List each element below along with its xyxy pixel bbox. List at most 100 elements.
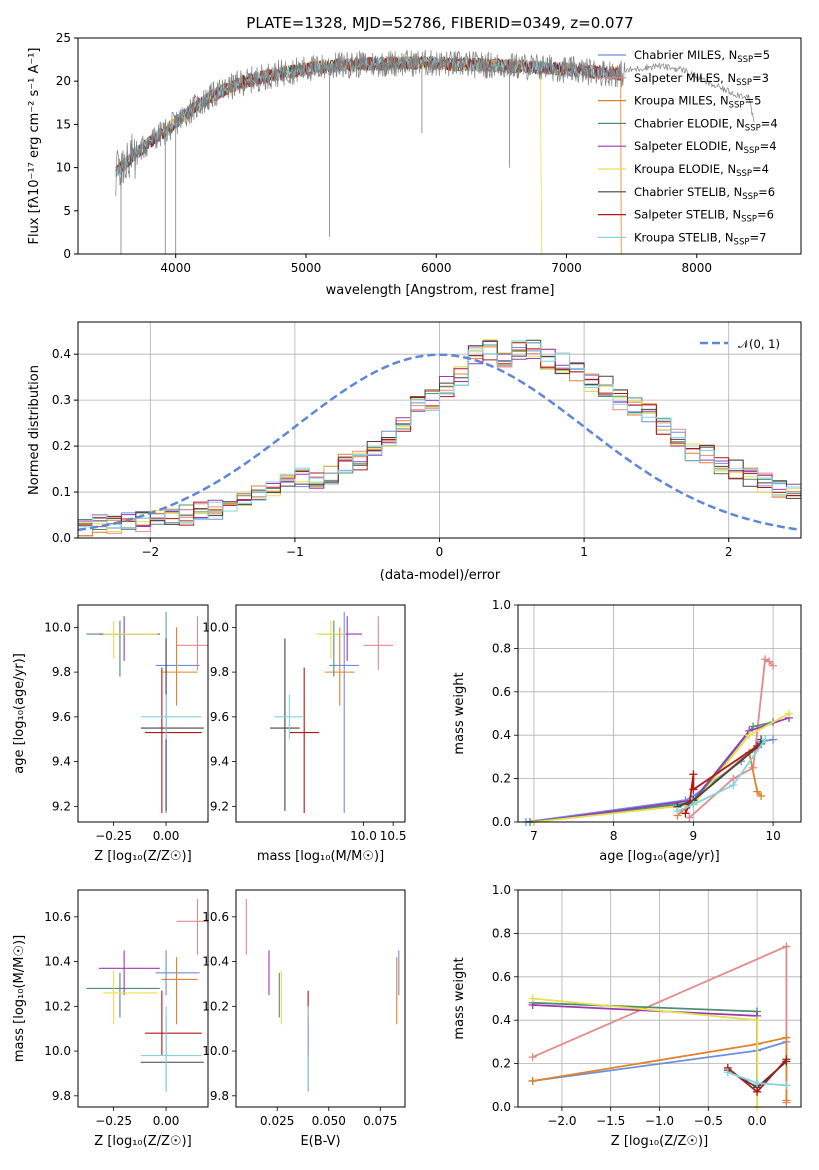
legend-entry: Chabrier ELODIE, NSSP=4 <box>634 116 778 133</box>
x-tick-label: 6000 <box>421 261 452 275</box>
z-vs-mass-panel: −0.25 0.00 9.8 10.0 10.2 10.4 10.6 Z [log₁₀(Z/Z… <box>12 889 209 1149</box>
mass-weight-marker <box>753 1079 762 1088</box>
x-tick-label: −2.0 <box>547 1114 576 1128</box>
x-tick-label: 4000 <box>160 261 191 275</box>
y-tick-label: 0.3 <box>52 393 71 407</box>
x-tick-label: 1 <box>580 545 588 559</box>
mass-weight-marker <box>689 800 698 809</box>
x-tick-label: −1.5 <box>596 1114 625 1128</box>
legend-entry: Salpeter STELIB, NSSP=6 <box>634 208 774 225</box>
mass-weight-line <box>532 1036 788 1101</box>
residual-histogram-step <box>78 339 801 530</box>
mass-weight-marker <box>723 1068 732 1077</box>
x-tick-label: 0.0 <box>748 1114 767 1128</box>
x-tick-label: 10.5 <box>380 829 407 843</box>
mass-weight-marker <box>729 781 738 790</box>
x-tick-label: 0 <box>436 545 444 559</box>
normal-reference-curve <box>77 353 802 532</box>
y-tick-label: 10.0 <box>44 1044 71 1058</box>
x-tick-label: 8000 <box>682 261 713 275</box>
x-tick-label: 7 <box>530 829 538 843</box>
y-tick-label: 0.8 <box>492 926 511 940</box>
legend-entry: Salpeter MILES, NSSP=3 <box>634 71 769 88</box>
legend-entry: Chabrier STELIB, NSSP=6 <box>634 185 775 202</box>
x-tick-label: 0.050 <box>312 1114 346 1128</box>
histogram-xlabel: (data-model)/error <box>380 568 501 583</box>
y-tick-label: 9.8 <box>210 665 229 679</box>
mass-weight-marker <box>685 813 694 822</box>
spectrum-legend: Chabrier MILES, NSSP=5 Salpeter MILES, NS… <box>598 48 778 247</box>
mass-weight-marker <box>782 1033 791 1042</box>
axes-frame <box>77 889 209 1108</box>
y-tick-label: 10.2 <box>44 999 71 1013</box>
x-tick-label: 10 <box>765 829 780 843</box>
y-tick-label: 0.0 <box>492 815 511 829</box>
y-tick-label: 0.0 <box>492 1100 511 1114</box>
mass-weight-marker <box>782 942 791 951</box>
x-axis-label: Z [log₁₀(Z/Z☉)] <box>94 849 191 864</box>
mass-weight-marker <box>757 791 766 800</box>
axes-frame <box>235 604 406 823</box>
y-tick-label: 9.8 <box>210 1089 229 1103</box>
observed-spectrum-line <box>115 49 755 197</box>
z-vs-age-panel: −0.25 0.00 9.2 9.4 9.6 9.8 10.0 Z [log₁₀(Z/Z☉)]… <box>12 604 209 864</box>
mass-weight-marker <box>769 661 778 670</box>
y-tick-label: 0.8 <box>492 641 511 655</box>
y-tick-label: 15 <box>56 117 71 131</box>
y-tick-label: 9.8 <box>52 1089 71 1103</box>
y-tick-label: 10.4 <box>44 955 71 969</box>
x-tick-label: −0.25 <box>95 829 132 843</box>
mass-weight-marker <box>745 731 754 740</box>
y-axis-label: mass [log₁₀(M/M☉)] <box>12 935 27 1062</box>
y-tick-label: 0.2 <box>492 772 511 786</box>
y-tick-label: 9.4 <box>52 755 71 769</box>
mass-weight-marker <box>681 809 690 818</box>
spectrum-title: PLATE=1328, MJD=52786, FIBERID=0349, z=0… <box>246 14 633 32</box>
y-tick-label: 0.0 <box>52 531 71 545</box>
x-axis-label: mass [log₁₀(M/M☉)] <box>257 849 384 864</box>
mass-weight-marker <box>782 1081 791 1090</box>
residual-histogram-panel: −2 −1 0 1 2 0.0 0.1 0.2 0.3 0.4 (data-model)/erro… <box>27 321 802 583</box>
x-tick-label: −0.5 <box>694 1114 723 1128</box>
y-tick-label: 9.4 <box>210 755 229 769</box>
histogram-ylabel: Normed distribution <box>27 365 42 495</box>
y-axis-label: mass weight <box>452 957 467 1039</box>
y-tick-label: 10.2 <box>202 999 229 1013</box>
y-tick-label: 9.6 <box>210 710 229 724</box>
residual-histogram-step <box>78 340 801 529</box>
y-tick-label: 10.4 <box>202 955 229 969</box>
y-axis-label: age [log₁₀(age/yr)] <box>12 653 27 774</box>
y-tick-label: 10.6 <box>44 910 71 924</box>
y-tick-label: 9.8 <box>52 665 71 679</box>
y-tick-label: 0.2 <box>52 439 71 453</box>
histogram-legend-label: 𝒩(0, 1) <box>738 337 780 351</box>
x-tick-label: 0.00 <box>153 1114 180 1128</box>
legend-entry: Salpeter ELODIE, NSSP=4 <box>634 139 777 156</box>
mass-weight-marker <box>673 807 682 816</box>
mass-weight-marker <box>761 735 770 744</box>
y-tick-label: 1.0 <box>492 883 511 897</box>
y-tick-label: 5 <box>63 204 71 218</box>
y-tick-label: 10 <box>56 161 71 175</box>
mass-weight-marker <box>528 1076 537 1085</box>
x-tick-label: 0.00 <box>153 829 180 843</box>
y-tick-label: 9.2 <box>210 799 229 813</box>
legend-entry: Chabrier MILES, NSSP=5 <box>634 48 770 65</box>
spectrum-series-group <box>115 49 755 254</box>
y-tick-label: 0.6 <box>492 685 511 699</box>
mass-weight-marker <box>785 709 794 718</box>
x-axis-label: age [log₁₀(age/yr)] <box>599 849 720 864</box>
axes-frame <box>235 889 406 1108</box>
y-tick-label: 1.0 <box>492 598 511 612</box>
mass-weight-marker <box>753 1087 762 1096</box>
y-tick-label: 10.0 <box>44 620 71 634</box>
y-tick-label: 10.0 <box>202 1044 229 1058</box>
spectrum-axes-frame <box>77 37 802 255</box>
mass-weight-marker <box>753 1016 762 1025</box>
mass-weight-marker <box>782 1096 791 1105</box>
age-vs-mass-weight-panel: 7 8 9 10 0.0 0.2 0.4 0.6 0.8 1.0 age [log₁₀(age/yr… <box>452 598 802 864</box>
x-axis-label: Z [log₁₀(Z/Z☉)] <box>611 1134 708 1149</box>
x-tick-label: 10.0 <box>350 829 377 843</box>
x-tick-label: −2 <box>141 545 159 559</box>
